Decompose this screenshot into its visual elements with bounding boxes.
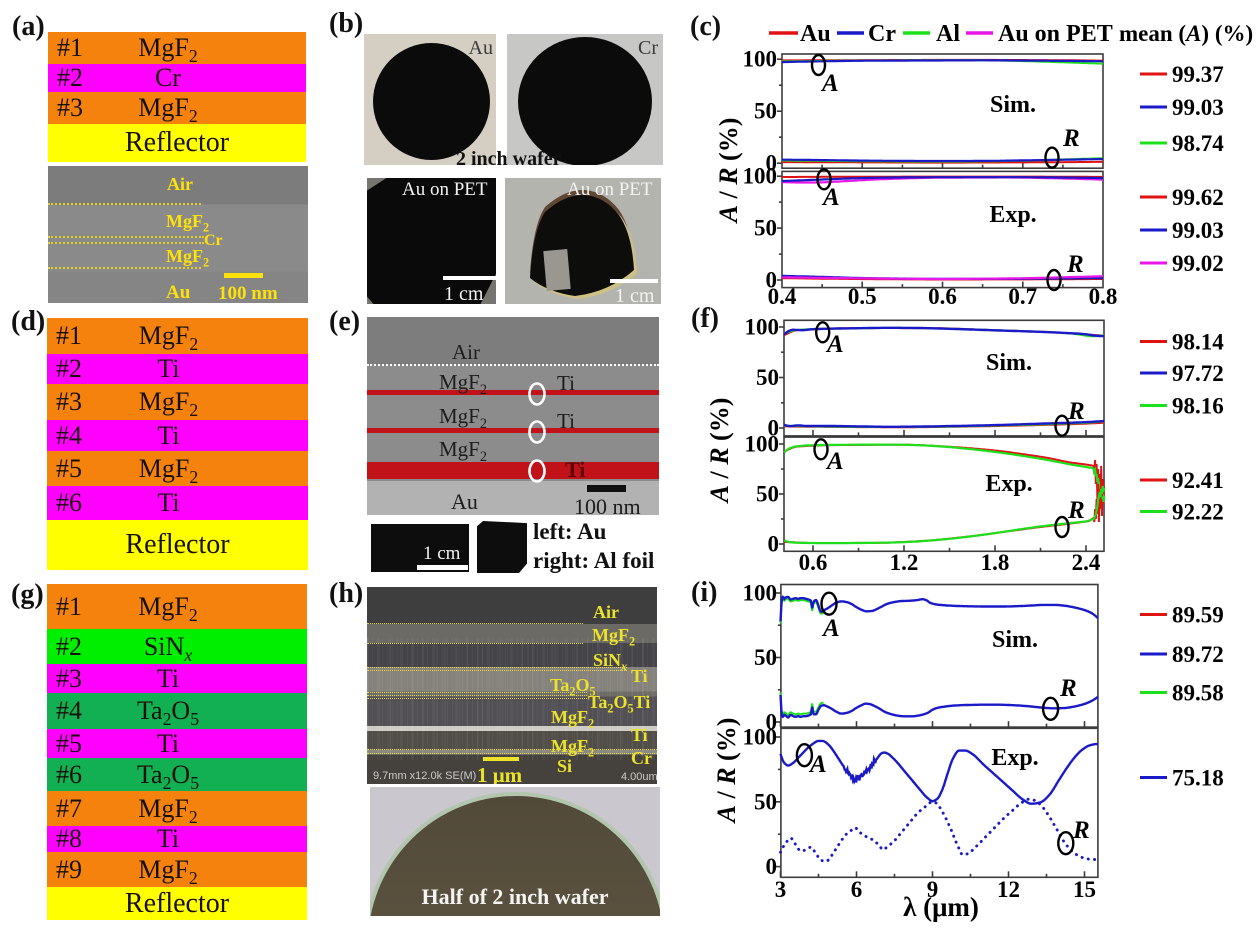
svg-text:0.8: 0.8 bbox=[1089, 284, 1118, 309]
svg-text:92.22: 92.22 bbox=[1172, 500, 1224, 525]
svg-text:99.02: 99.02 bbox=[1172, 251, 1224, 276]
svg-text:0.4: 0.4 bbox=[768, 284, 797, 309]
svg-text:R: R bbox=[1067, 497, 1085, 524]
svg-text:75.18: 75.18 bbox=[1172, 766, 1224, 791]
svg-text:50: 50 bbox=[754, 99, 777, 124]
svg-text:λ (μm): λ (μm) bbox=[903, 892, 979, 922]
svg-text:Au on PET: Au on PET bbox=[998, 21, 1113, 47]
svg-text:Cr: Cr bbox=[868, 21, 896, 47]
svg-text:Sim.: Sim. bbox=[990, 92, 1036, 118]
svg-text:R: R bbox=[1059, 675, 1077, 702]
svg-text:Sim.: Sim. bbox=[986, 350, 1032, 376]
svg-text:Al: Al bbox=[936, 21, 960, 47]
svg-text:0: 0 bbox=[766, 268, 778, 293]
svg-text:98.74: 98.74 bbox=[1172, 131, 1224, 156]
svg-text:mean (A) (%): mean (A) (%) bbox=[1119, 21, 1253, 46]
svg-text:99.62: 99.62 bbox=[1172, 185, 1224, 210]
svg-text:0: 0 bbox=[768, 532, 780, 557]
svg-text:0: 0 bbox=[768, 416, 780, 441]
svg-text:Au: Au bbox=[800, 21, 831, 47]
svg-text:89.59: 89.59 bbox=[1172, 603, 1224, 628]
svg-text:89.72: 89.72 bbox=[1172, 642, 1224, 667]
svg-text:0.6: 0.6 bbox=[799, 550, 828, 575]
svg-text:89.58: 89.58 bbox=[1172, 681, 1224, 706]
svg-text:99.37: 99.37 bbox=[1172, 62, 1224, 87]
svg-text:R: R bbox=[1066, 251, 1084, 278]
svg-text:A / R (%): A / R (%) bbox=[712, 718, 741, 825]
svg-text:97.72: 97.72 bbox=[1172, 361, 1224, 386]
svg-text:Exp.: Exp. bbox=[989, 202, 1036, 228]
svg-text:0.7: 0.7 bbox=[1008, 284, 1037, 309]
svg-text:12: 12 bbox=[997, 877, 1020, 902]
svg-text:A: A bbox=[821, 615, 840, 642]
svg-text:R: R bbox=[1062, 125, 1080, 152]
svg-text:0: 0 bbox=[766, 151, 778, 176]
svg-text:1.2: 1.2 bbox=[890, 550, 919, 575]
svg-text:1.8: 1.8 bbox=[981, 550, 1010, 575]
svg-text:100: 100 bbox=[743, 581, 778, 606]
svg-text:0.6: 0.6 bbox=[928, 284, 957, 309]
svg-text:Exp.: Exp. bbox=[985, 471, 1032, 497]
svg-text:50: 50 bbox=[754, 216, 777, 241]
svg-text:9: 9 bbox=[927, 877, 939, 902]
svg-text:A: A bbox=[808, 751, 827, 778]
svg-text:50: 50 bbox=[754, 645, 777, 670]
svg-text:98.16: 98.16 bbox=[1172, 394, 1224, 419]
svg-text:0.5: 0.5 bbox=[848, 284, 877, 309]
svg-text:A: A bbox=[825, 448, 844, 475]
svg-text:6: 6 bbox=[851, 877, 863, 902]
svg-text:99.03: 99.03 bbox=[1172, 95, 1224, 120]
svg-text:100: 100 bbox=[743, 47, 778, 72]
svg-text:A / R (%): A / R (%) bbox=[705, 398, 734, 505]
svg-text:Sim.: Sim. bbox=[992, 627, 1038, 653]
svg-text:3: 3 bbox=[775, 877, 787, 902]
svg-text:100: 100 bbox=[745, 315, 780, 340]
svg-text:Exp.: Exp. bbox=[991, 745, 1038, 771]
svg-text:A: A bbox=[821, 184, 840, 211]
svg-text:98.14: 98.14 bbox=[1172, 330, 1224, 355]
svg-text:A: A bbox=[820, 70, 839, 97]
svg-text:50: 50 bbox=[754, 789, 777, 814]
svg-text:100: 100 bbox=[745, 432, 780, 457]
svg-text:100: 100 bbox=[743, 725, 778, 750]
svg-text:50: 50 bbox=[756, 482, 779, 507]
svg-text:0: 0 bbox=[766, 854, 778, 879]
svg-text:15: 15 bbox=[1073, 877, 1096, 902]
svg-text:R: R bbox=[1072, 817, 1090, 844]
svg-text:A / R (%): A / R (%) bbox=[714, 118, 743, 225]
svg-text:2.4: 2.4 bbox=[1072, 550, 1101, 575]
svg-text:99.03: 99.03 bbox=[1172, 218, 1224, 243]
svg-text:R: R bbox=[1067, 398, 1085, 425]
svg-text:92.41: 92.41 bbox=[1172, 468, 1224, 493]
svg-text:0: 0 bbox=[766, 710, 778, 735]
svg-text:A: A bbox=[825, 331, 844, 358]
svg-text:50: 50 bbox=[756, 365, 779, 390]
svg-text:100: 100 bbox=[743, 164, 778, 189]
